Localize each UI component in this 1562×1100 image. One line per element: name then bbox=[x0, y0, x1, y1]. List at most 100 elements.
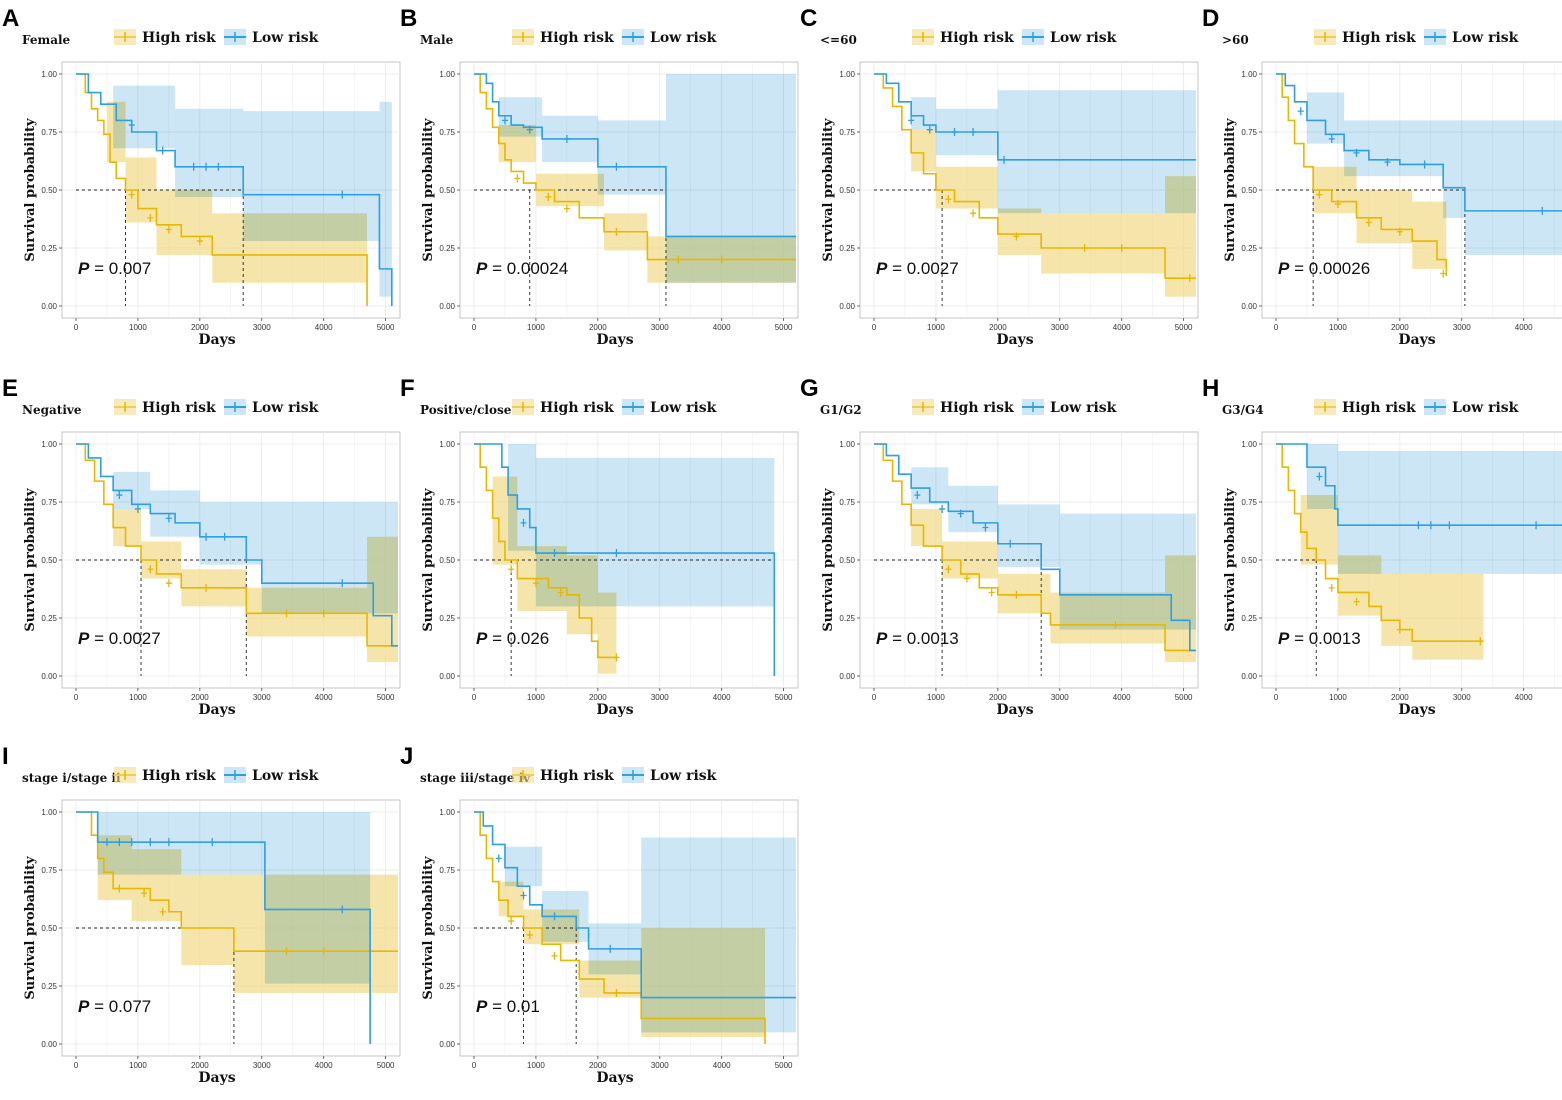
y-tick-label: 1.00 bbox=[41, 808, 57, 817]
x-tick-label: 0 bbox=[1274, 693, 1279, 702]
p-symbol: P bbox=[78, 997, 90, 1016]
y-tick-label: 1.00 bbox=[1241, 440, 1257, 449]
high-risk-censor-mark bbox=[1316, 190, 1323, 199]
x-axis-label: Days bbox=[996, 332, 1033, 348]
low-risk-curve bbox=[474, 443, 776, 676]
y-tick-label: 0.00 bbox=[839, 672, 855, 681]
legend-low-label: Low risk bbox=[650, 768, 717, 784]
low-risk-ci-band bbox=[474, 74, 796, 288]
x-tick-label: 0 bbox=[74, 1061, 79, 1070]
p-value: P = 0.007 bbox=[78, 259, 151, 278]
low-risk-censor-mark bbox=[939, 504, 946, 513]
p-number: 0.01 bbox=[507, 997, 540, 1016]
x-tick-label: 0 bbox=[872, 323, 877, 332]
low-risk-censor-mark bbox=[501, 116, 508, 125]
legend-low-label: Low risk bbox=[252, 768, 319, 784]
y-tick-label: 1.00 bbox=[839, 70, 855, 79]
legend-high-label: High risk bbox=[1342, 400, 1416, 416]
low-risk-censor-mark bbox=[1316, 472, 1323, 481]
group-title: Male bbox=[420, 33, 454, 47]
x-axis-label: Days bbox=[596, 332, 633, 348]
x-axis-label: Days bbox=[596, 702, 633, 718]
panel-letter: G bbox=[800, 375, 819, 402]
y-axis-label: Survival probability bbox=[421, 488, 436, 632]
high-risk-censor-mark bbox=[1013, 232, 1020, 241]
y-axis-label: Survival probability bbox=[23, 118, 38, 262]
p-symbol: P bbox=[1278, 629, 1290, 648]
x-axis-label: Days bbox=[198, 702, 235, 718]
legend-high-label: High risk bbox=[540, 400, 614, 416]
high-risk-censor-mark bbox=[508, 917, 515, 926]
p-number: 0.00026 bbox=[1309, 259, 1370, 278]
low-risk-censor-mark bbox=[190, 162, 197, 171]
low-risk-censor-mark bbox=[495, 854, 502, 863]
p-symbol: P bbox=[1278, 259, 1290, 278]
y-tick-label: 0.00 bbox=[41, 1040, 57, 1049]
x-tick-label: 3000 bbox=[1453, 693, 1471, 702]
low-risk-censor-mark bbox=[970, 128, 977, 136]
low-risk-censor-mark bbox=[1427, 521, 1434, 530]
high-risk-censor-mark bbox=[508, 565, 515, 574]
low-risk-ci-band bbox=[76, 74, 392, 297]
high-risk-ci-band bbox=[1276, 74, 1447, 293]
y-tick-label: 0.75 bbox=[439, 128, 455, 137]
low-risk-censor-mark bbox=[1421, 160, 1428, 169]
y-axis-label: Survival probability bbox=[1223, 488, 1238, 632]
y-tick-label: 0.25 bbox=[439, 614, 455, 623]
high-risk-censor-mark bbox=[1440, 269, 1447, 278]
low-risk-censor-mark bbox=[551, 549, 558, 558]
x-tick-label: 4000 bbox=[713, 1061, 731, 1070]
y-tick-label: 0.50 bbox=[41, 556, 57, 565]
y-tick-label: 1.00 bbox=[439, 808, 455, 817]
legend: High risk Low risk bbox=[114, 29, 319, 46]
y-tick-label: 0.25 bbox=[1241, 614, 1257, 623]
p-value: P = 0.0027 bbox=[78, 629, 161, 648]
y-tick-label: 0.50 bbox=[41, 924, 57, 933]
low-risk-censor-mark bbox=[1353, 148, 1360, 157]
low-risk-curve bbox=[1276, 443, 1562, 526]
y-tick-label: 0.00 bbox=[839, 302, 855, 311]
low-risk-censor-mark bbox=[1446, 521, 1453, 530]
y-tick-label: 0.25 bbox=[41, 982, 57, 991]
low-risk-censor-mark bbox=[914, 491, 921, 500]
y-tick-label: 0.00 bbox=[1241, 302, 1257, 311]
y-tick-label: 0.00 bbox=[439, 1040, 455, 1049]
high-risk-curve bbox=[1276, 443, 1484, 642]
p-number: 0.026 bbox=[507, 629, 550, 648]
legend-high-label: High risk bbox=[940, 30, 1014, 46]
x-tick-label: 0 bbox=[1274, 323, 1279, 332]
high-risk-censor-mark bbox=[1353, 597, 1360, 606]
legend: High risk Low risk bbox=[912, 29, 1117, 46]
legend-low-label: Low risk bbox=[252, 30, 319, 46]
low-risk-censor-mark bbox=[134, 504, 141, 513]
y-tick-label: 0.50 bbox=[439, 924, 455, 933]
p-value: P = 0.0027 bbox=[876, 259, 959, 278]
group-title: stage i/stage ii bbox=[22, 771, 121, 785]
high-risk-censor-mark bbox=[128, 190, 135, 199]
panel-letter: C bbox=[800, 5, 817, 32]
high-risk-censor-mark bbox=[165, 579, 172, 588]
low-risk-ci-band bbox=[874, 74, 1196, 214]
low-risk-curve bbox=[474, 73, 796, 238]
high-risk-censor-mark bbox=[165, 225, 172, 234]
low-risk-censor-mark bbox=[147, 838, 154, 847]
low-risk-censor-mark bbox=[116, 838, 123, 847]
p-number: 0.007 bbox=[109, 259, 152, 278]
legend: High risk Low risk bbox=[912, 399, 1117, 416]
x-axis-label: Days bbox=[198, 332, 235, 348]
y-tick-label: 1.00 bbox=[439, 70, 455, 79]
low-risk-censor-mark bbox=[982, 523, 989, 532]
low-risk-curve bbox=[76, 443, 398, 647]
low-risk-ci-band bbox=[1276, 444, 1562, 574]
panel-letter: B bbox=[400, 5, 417, 32]
legend: High risk Low risk bbox=[1314, 399, 1519, 416]
low-risk-censor-mark bbox=[339, 905, 346, 914]
high-risk-censor-mark bbox=[196, 237, 203, 246]
high-risk-censor-mark bbox=[613, 227, 620, 236]
p-value: P = 0.00026 bbox=[1278, 259, 1370, 278]
high-risk-censor-mark bbox=[557, 588, 564, 597]
x-axis-label: Days bbox=[596, 1070, 633, 1086]
y-axis-label: Survival probability bbox=[23, 488, 38, 632]
